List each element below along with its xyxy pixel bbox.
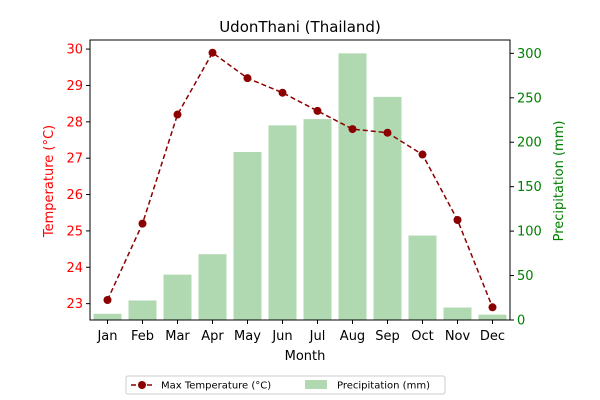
x-tick-label: Nov: [445, 329, 471, 344]
left-tick-label: 29: [66, 79, 83, 94]
x-tick-label: Dec: [480, 329, 505, 344]
temperature-point-mar: [173, 110, 182, 119]
left-tick-label: 25: [66, 224, 83, 239]
temperature-point-feb: [138, 219, 147, 228]
legend-box: [125, 375, 446, 395]
right-tick-label: 50: [517, 269, 534, 284]
precipitation-bar-jun: [268, 125, 297, 320]
precipitation-bar-jul: [303, 119, 332, 320]
left-tick-label: 26: [66, 188, 83, 203]
precipitation-bar-jan: [93, 313, 122, 320]
temperature-line-path: [106, 51, 494, 308]
x-tick-label: Jun: [271, 329, 292, 344]
legend: Max Temperature (°C) Precipitation (mm): [125, 375, 446, 395]
left-tick-label: 28: [66, 115, 83, 130]
left-axis-ticks: 23 24 25 26 27 28 29 30: [66, 43, 90, 312]
right-tick-label: 300: [517, 47, 542, 62]
right-tick-label: 150: [517, 180, 542, 195]
precipitation-bar-mar: [163, 274, 192, 320]
right-axis-ticks: 0 50 100 150 200 250 300: [510, 47, 542, 329]
legend-label-precipitation: Precipitation (mm): [337, 381, 430, 392]
right-tick-label: 0: [517, 314, 525, 329]
temperature-point-jul: [313, 106, 322, 115]
legend-bar-swatch: [305, 380, 327, 389]
x-tick-label: Mar: [165, 329, 190, 344]
x-tick-label: Aug: [340, 329, 365, 344]
temperature-point-nov: [453, 216, 462, 224]
precipitation-bar-nov: [443, 307, 472, 320]
precipitation-bar-aug: [338, 53, 367, 320]
x-tick-label: Oct: [411, 329, 433, 344]
x-axis-ticks: Jan Feb Mar Apr May Jun Jul Aug Sep Oct Nov Dec: [96, 320, 505, 344]
left-tick-label: 23: [66, 297, 83, 312]
precipitation-bar-dec: [478, 314, 507, 320]
temperature-point-apr: [208, 48, 217, 57]
precipitation-bar-apr: [198, 254, 227, 320]
plot-frame: [89, 39, 511, 321]
left-axis-label: Temperature (°C): [42, 125, 57, 238]
temperature-point-jan: [103, 296, 112, 304]
temperature-line: [103, 48, 497, 312]
x-tick-label: Jan: [96, 329, 117, 344]
x-axis-label: Month: [285, 349, 326, 364]
legend-label-temperature: Max Temperature (°C): [161, 381, 271, 392]
precipitation-bars: [93, 53, 507, 320]
right-tick-label: 200: [517, 136, 542, 151]
right-axis-label: Precipitation (mm): [552, 121, 567, 242]
chart-title: UdonThani (Thailand): [219, 18, 381, 36]
right-tick-label: 250: [517, 91, 542, 106]
left-tick-label: 27: [66, 152, 83, 167]
x-tick-label: Apr: [201, 329, 224, 344]
left-tick-label: 30: [66, 43, 83, 58]
temperature-point-dec: [488, 303, 497, 312]
temperature-point-oct: [418, 150, 427, 159]
legend-marker-swatch: [138, 381, 146, 389]
precipitation-bar-may: [233, 152, 262, 320]
x-tick-label: Sep: [375, 329, 400, 344]
x-tick-label: May: [234, 329, 261, 344]
precipitation-bar-feb: [128, 300, 157, 320]
temperature-point-jun: [278, 88, 287, 97]
temperature-point-aug: [348, 125, 357, 134]
temperature-point-may: [243, 74, 252, 83]
x-tick-label: Jul: [309, 329, 326, 344]
right-tick-label: 100: [517, 225, 542, 240]
precipitation-bar-oct: [408, 235, 437, 320]
left-tick-label: 24: [66, 261, 83, 276]
temperature-point-sep: [383, 128, 392, 137]
x-tick-label: Feb: [131, 329, 154, 344]
